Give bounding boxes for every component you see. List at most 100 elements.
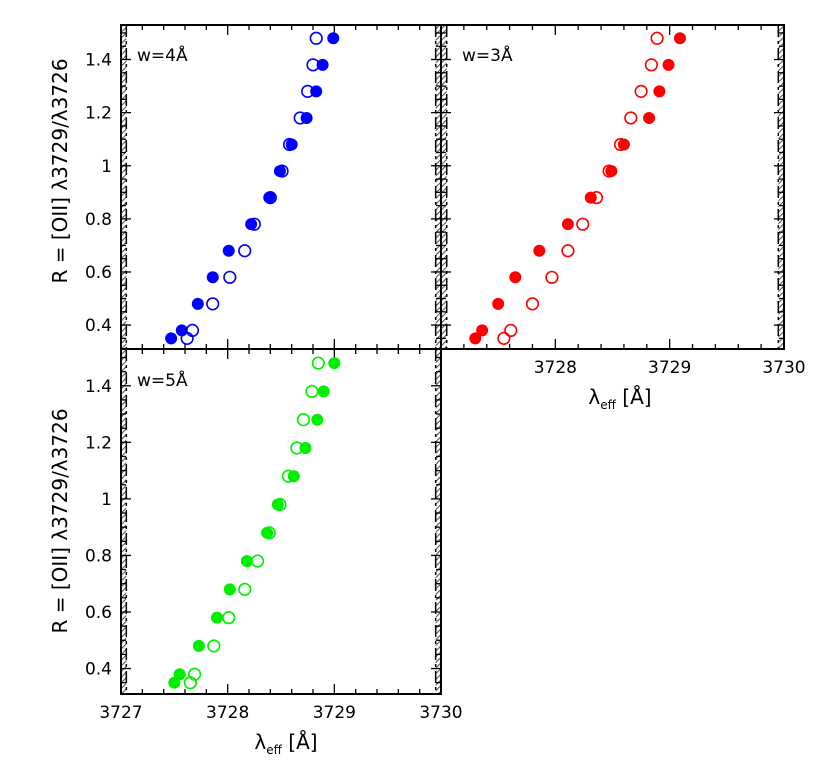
y-tick-label: 1.4: [85, 51, 112, 71]
open-data-point: [589, 191, 604, 205]
filled-data-point: [327, 32, 340, 45]
plot-frame: [120, 348, 442, 695]
open-data-point: [247, 217, 261, 231]
filled-data-point: [173, 668, 186, 681]
open-data-point: [602, 164, 616, 178]
filled-data-point: [328, 357, 341, 370]
y-tick-label: 0.4: [85, 316, 112, 336]
filled-data-point: [469, 332, 482, 345]
filled-data-point: [662, 58, 675, 71]
excluded-region-right: [778, 25, 784, 349]
open-data-point: [180, 331, 194, 345]
x-tick-label: 3728: [206, 703, 249, 723]
open-data-point: [290, 441, 304, 455]
open-data-point: [497, 331, 511, 345]
panel-w4: w=4Å 0.4 0.6 0.8 1 1.2 1.4: [85, 24, 442, 350]
open-data-point: [223, 270, 237, 284]
filled-data-point: [561, 218, 574, 231]
open-data-point: [282, 137, 297, 152]
x-tick-label: 3729: [648, 358, 691, 378]
x-tick-label: 3727: [99, 703, 142, 723]
open-data-point: [262, 526, 276, 540]
filled-data-point: [317, 385, 330, 398]
filled-data-point: [192, 639, 205, 652]
filled-data-point: [492, 297, 505, 310]
y-axis-label-top: R = [OII] λ3729/λ3726: [48, 58, 72, 283]
open-data-point: [624, 111, 638, 125]
y-tick-label: 1.2: [85, 104, 112, 124]
filled-data-point: [223, 583, 236, 596]
open-data-point: [644, 58, 658, 72]
open-data-point: [250, 554, 265, 568]
filled-data-point: [617, 138, 630, 151]
open-data-point: [275, 164, 289, 178]
filled-data-point: [311, 413, 324, 426]
open-data-point: [561, 244, 575, 258]
panel-label-w4: w=4Å: [137, 44, 188, 66]
x-tick-label: 3728: [534, 358, 577, 378]
open-data-point: [576, 217, 590, 231]
open-data-point: [222, 611, 236, 625]
x-tick-label: 3729: [313, 703, 356, 723]
filled-data-point: [653, 85, 666, 98]
y-tick-label: 0.8: [85, 210, 112, 230]
open-data-point: [613, 137, 628, 152]
open-data-point: [238, 244, 252, 258]
excluded-region-right: [435, 25, 441, 349]
filled-data-point: [165, 332, 178, 345]
open-data-point: [525, 297, 540, 311]
open-data-point: [185, 323, 200, 338]
panel-w3: w=3Å 3728 3729 3730: [440, 24, 806, 378]
excluded-region-left: [121, 25, 127, 349]
excluded-region-left: [441, 25, 447, 349]
x-axis-label-right: λeff [Å]: [588, 385, 651, 412]
y-tick-label: 0.6: [85, 603, 112, 623]
open-data-point: [634, 84, 648, 98]
excluded-region-right: [435, 349, 441, 694]
x-tick-label: 3730: [419, 703, 462, 723]
filled-data-point: [245, 218, 258, 231]
open-data-point: [650, 31, 664, 45]
y-tick-label: 0.4: [85, 660, 112, 680]
filled-data-point: [643, 111, 656, 124]
panel-label-w3: w=3Å: [462, 44, 513, 66]
open-data-point: [273, 497, 287, 512]
panel-label-w5: w=5Å: [137, 369, 188, 391]
filled-data-point: [673, 32, 686, 45]
open-data-point: [238, 582, 252, 596]
filled-data-point: [191, 297, 204, 310]
open-data-point: [296, 413, 311, 427]
y-tick-label: 1.2: [85, 433, 112, 453]
y-tick-label: 0.6: [85, 263, 112, 283]
filled-data-point: [509, 271, 522, 284]
filled-data-point: [211, 611, 223, 624]
excluded-region-left: [121, 349, 127, 694]
open-data-point: [306, 58, 320, 72]
open-data-point: [293, 111, 307, 125]
open-data-point: [311, 356, 325, 370]
open-data-point: [504, 323, 518, 338]
panel-w5: w=5Å 0.4 0.6 0.8 1 1.2 1.4 3727 3728 3729 3730: [85, 348, 463, 723]
filled-data-point: [240, 555, 253, 568]
open-data-point: [207, 639, 221, 653]
open-data-point: [301, 84, 315, 98]
open-data-point: [263, 191, 277, 205]
open-data-point: [305, 384, 319, 399]
plot-frame: [440, 24, 785, 350]
open-data-point: [206, 297, 220, 311]
y-tick-label: 1: [101, 157, 112, 177]
y-tick-label: 1.4: [85, 377, 112, 397]
open-data-point: [281, 469, 296, 483]
filled-data-point: [222, 244, 235, 257]
filled-data-point: [316, 58, 329, 71]
x-axis-label-bottom: λeff [Å]: [254, 730, 317, 757]
open-data-point: [309, 31, 323, 45]
open-data-point: [188, 667, 202, 681]
filled-data-point: [533, 244, 546, 257]
y-tick-label: 0.8: [85, 546, 112, 566]
filled-data-point: [476, 324, 489, 337]
y-axis-label-bottom: R = [OII] λ3729/λ3726: [48, 408, 72, 633]
x-tick-label: 3730: [762, 358, 805, 378]
plot-frame: [120, 24, 442, 350]
